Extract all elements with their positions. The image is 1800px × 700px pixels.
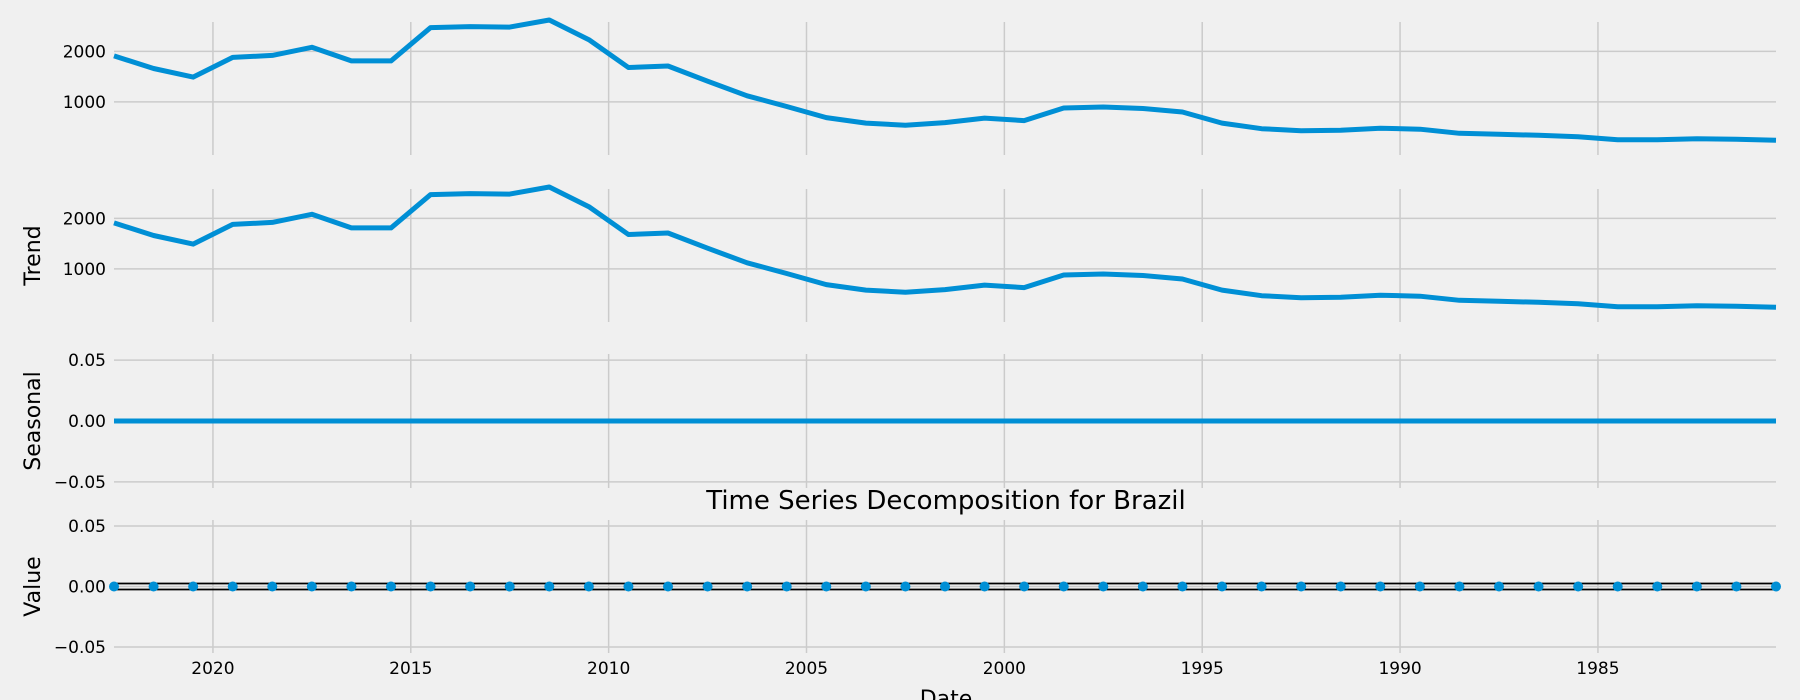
residual-point xyxy=(465,581,476,592)
y-tick-label: 2000 xyxy=(63,209,106,229)
series-line-observed xyxy=(113,17,1777,143)
residual-point xyxy=(1058,581,1069,592)
residual-point xyxy=(583,581,594,592)
residual-point xyxy=(1731,581,1742,592)
residual-point xyxy=(148,581,159,592)
y-tick-label: 0.00 xyxy=(68,412,106,432)
residual-point xyxy=(781,581,792,592)
residual-point xyxy=(1612,581,1623,592)
panel-seasonal: −0.05 0.00 0.05 Seasonal xyxy=(21,351,1776,493)
residual-point xyxy=(267,581,278,592)
x-tick-label: 2020 xyxy=(191,659,234,679)
residual-point xyxy=(1414,581,1425,592)
panel-residual: −0.05 0.00 0.05 Value 2020 2015 2010 2005 2000 19… xyxy=(21,517,1781,679)
x-tick-label: 2010 xyxy=(587,659,630,679)
residual-point xyxy=(1177,581,1188,592)
residual-point xyxy=(1652,581,1663,592)
y-tick-label: 2000 xyxy=(63,42,106,62)
residual-point xyxy=(1137,581,1148,592)
residual-point xyxy=(1375,581,1386,592)
residual-point xyxy=(188,581,199,592)
residual-point xyxy=(940,581,950,592)
y-axis-label: Trend xyxy=(21,225,46,286)
residual-point xyxy=(1256,581,1267,592)
x-axis-label: Date xyxy=(920,687,973,700)
residual-point xyxy=(623,581,634,592)
residual-point xyxy=(227,581,238,592)
residual-point xyxy=(702,581,713,592)
x-tick-label: 2015 xyxy=(389,659,432,679)
residual-point xyxy=(1217,581,1227,592)
panels: 1000 2000 1000 2000 Trend −0.05 0.00 0.05 Season… xyxy=(21,17,1781,679)
residual-point xyxy=(1494,581,1504,592)
y-tick-label: −0.05 xyxy=(54,473,106,493)
x-tick-label: 1990 xyxy=(1378,659,1421,679)
residual-point xyxy=(900,581,911,592)
residual-point xyxy=(346,581,357,592)
y-tick-label: 0.05 xyxy=(68,351,106,371)
residual-point xyxy=(1296,581,1307,592)
residual-point xyxy=(1573,581,1584,592)
x-tick-label: 2000 xyxy=(983,659,1026,679)
y-tick-label: 1000 xyxy=(63,260,106,280)
residual-point xyxy=(742,581,753,592)
x-tick-label: 1995 xyxy=(1181,659,1224,679)
residual-point xyxy=(1335,581,1346,592)
panel-observed: 1000 2000 xyxy=(63,17,1777,155)
residual-point xyxy=(1691,581,1702,592)
residual-point xyxy=(1098,581,1109,592)
residual-point xyxy=(306,581,317,592)
y-tick-label: 0.05 xyxy=(68,517,106,537)
residual-point xyxy=(386,581,396,592)
residual-point xyxy=(979,581,990,592)
y-tick-label: 0.00 xyxy=(68,578,106,598)
residual-point xyxy=(663,581,673,592)
y-tick-label: −0.05 xyxy=(54,638,106,658)
y-axis-label: Seasonal xyxy=(21,371,46,470)
panel-trend: 1000 2000 Trend xyxy=(21,184,1777,322)
residual-point xyxy=(860,581,871,592)
residual-point xyxy=(821,581,832,592)
residual-point xyxy=(1533,581,1544,592)
x-tick-label: 1985 xyxy=(1576,659,1619,679)
residual-point xyxy=(425,581,436,592)
residual-point xyxy=(1454,581,1465,592)
series-line-trend xyxy=(113,184,1777,310)
y-axis-label: Value xyxy=(21,556,46,616)
residual-point xyxy=(109,581,119,592)
chart-title: Time Series Decomposition for Brazil xyxy=(705,486,1185,516)
x-tick-label: 2005 xyxy=(785,659,828,679)
residual-point xyxy=(1771,581,1781,592)
residual-point xyxy=(1019,581,1030,592)
residual-point xyxy=(504,581,515,592)
residual-point xyxy=(544,581,555,592)
y-tick-label: 1000 xyxy=(63,93,106,113)
